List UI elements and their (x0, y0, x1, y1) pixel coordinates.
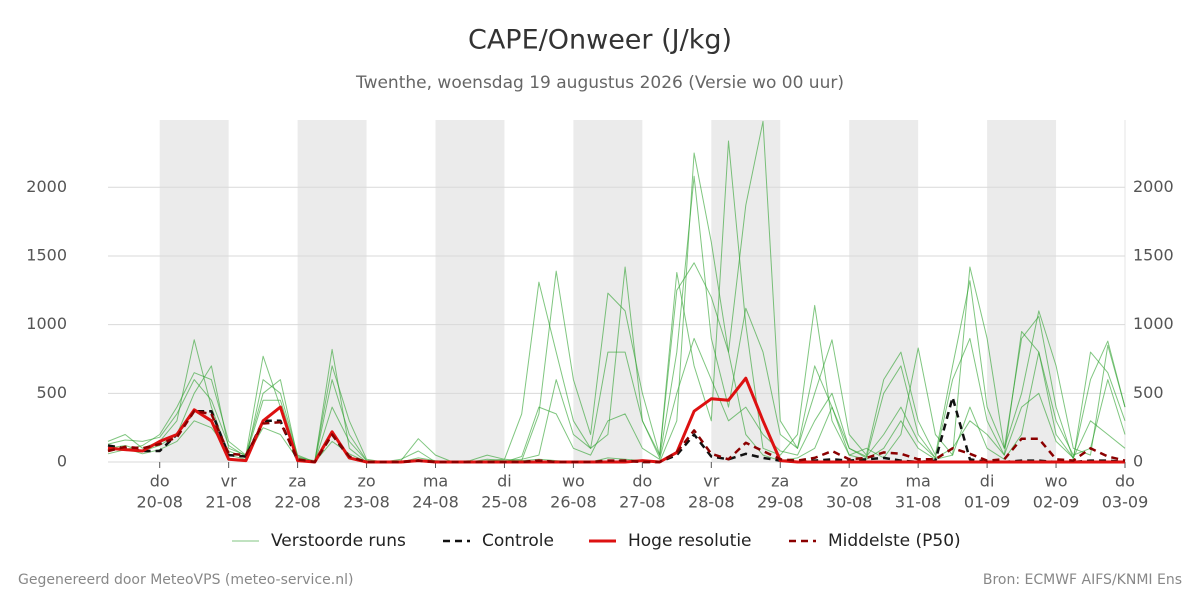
x-tick-day: wo (1045, 472, 1068, 491)
x-tick-day: di (497, 472, 512, 491)
x-tick-label: 03-09 (1102, 493, 1149, 512)
y-tick-label-right: 0 (1133, 452, 1143, 471)
y-tick-label: 1000 (26, 314, 67, 333)
x-tick-day: vr (221, 472, 237, 491)
day-band (849, 120, 919, 462)
x-tick-label: 01-09 (964, 493, 1011, 512)
y-tick-label-right: 500 (1133, 383, 1164, 402)
x-tick-label: 28-08 (688, 493, 735, 512)
series-line (107, 120, 1126, 463)
x-tick-label: 31-08 (895, 493, 942, 512)
series-line (107, 409, 1126, 464)
y-tick-label: 500 (36, 383, 67, 402)
x-tick-day: do (150, 472, 170, 491)
y-tick-label-right: 1500 (1133, 245, 1174, 264)
x-tick-day: zo (357, 472, 375, 491)
y-tick-label: 2000 (26, 177, 67, 196)
x-tick-label: 24-08 (412, 493, 459, 512)
series-line (107, 140, 1126, 463)
x-tick-day: do (632, 472, 652, 491)
x-tick-day: di (980, 472, 995, 491)
x-tick-label: 29-08 (757, 493, 804, 512)
x-tick-label: 23-08 (343, 493, 390, 512)
chart-title: CAPE/Onweer (J/kg) (468, 25, 732, 56)
x-tick-label: 30-08 (826, 493, 873, 512)
day-band (987, 120, 1057, 462)
legend-label: Controle (482, 531, 554, 551)
legend-label: Hoge resolutie (628, 531, 752, 551)
x-tick-day: za (289, 472, 307, 491)
footer-right: Bron: ECMWF AIFS/KNMI Ens (983, 572, 1182, 588)
x-tick-label: 02-09 (1033, 493, 1080, 512)
x-tick-day: vr (703, 472, 719, 491)
day-band (159, 120, 229, 462)
day-band (435, 120, 505, 462)
x-tick-day: ma (905, 472, 930, 491)
legend-label: Middelste (P50) (828, 531, 961, 551)
x-tick-day: za (771, 472, 789, 491)
y-tick-label: 0 (57, 452, 67, 471)
chart-subtitle: Twenthe, woensdag 19 augustus 2026 (Vers… (355, 73, 844, 93)
x-tick-day: wo (562, 472, 585, 491)
series-line (107, 175, 1126, 463)
series-line (107, 376, 1125, 464)
x-tick-label: 26-08 (550, 493, 597, 512)
day-band (711, 120, 781, 462)
series-line (107, 396, 1126, 464)
x-tick-day: zo (840, 472, 858, 491)
series-line (107, 152, 1126, 463)
series-line (107, 337, 1126, 463)
x-tick-label: 20-08 (136, 493, 183, 512)
footer-left: Gegenereerd door MeteoVPS (meteo-service… (18, 572, 353, 588)
day-band (297, 120, 367, 462)
y-tick-label: 1500 (26, 245, 67, 264)
x-tick-label: 25-08 (481, 493, 528, 512)
y-tick-label-right: 1000 (1133, 314, 1174, 333)
x-tick-day: ma (423, 472, 448, 491)
x-tick-label: 22-08 (274, 493, 321, 512)
day-band (573, 120, 643, 462)
x-tick-label: 21-08 (205, 493, 252, 512)
y-tick-label-right: 2000 (1133, 177, 1174, 196)
x-tick-label: 27-08 (619, 493, 666, 512)
x-tick-day: do (1115, 472, 1135, 491)
legend-label: Verstoorde runs (271, 531, 406, 551)
